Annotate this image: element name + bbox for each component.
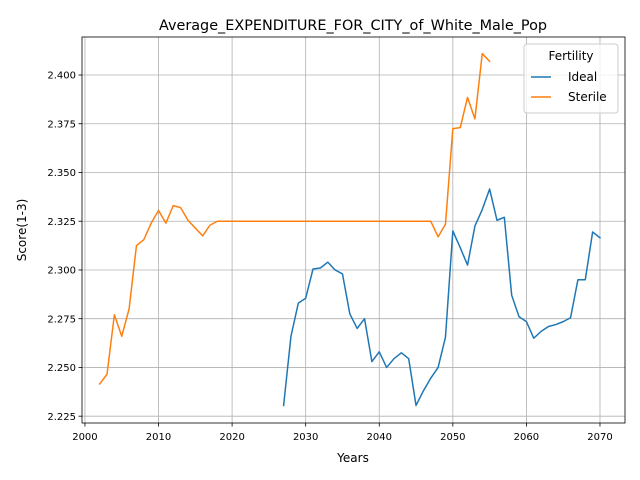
legend-label-sterile: Sterile bbox=[568, 90, 607, 104]
legend-title: Fertility bbox=[548, 49, 593, 63]
x-tick-label: 2020 bbox=[219, 432, 244, 443]
y-tick-label: 2.325 bbox=[47, 217, 76, 228]
legend-box bbox=[523, 43, 619, 114]
x-axis-label: Years bbox=[336, 451, 369, 465]
x-tick-label: 2000 bbox=[72, 432, 97, 443]
y-axis-label: Score(1-3) bbox=[15, 199, 29, 262]
y-tick-label: 2.225 bbox=[47, 412, 76, 423]
x-tick-label: 2010 bbox=[146, 432, 171, 443]
y-tick-label: 2.400 bbox=[47, 71, 76, 82]
legend: Fertility Ideal Sterile bbox=[523, 43, 619, 114]
series-line-sterile bbox=[98, 52, 491, 386]
plot-area-frame bbox=[81, 36, 626, 424]
y-tick-label: 2.250 bbox=[47, 363, 76, 374]
y-tick-label: 2.375 bbox=[47, 119, 76, 130]
x-tick-label: 2050 bbox=[440, 432, 465, 443]
series-layer bbox=[98, 52, 602, 407]
chart-title: Average_EXPENDITURE_FOR_CITY_of_White_Ma… bbox=[159, 18, 547, 34]
legend-label-ideal: Ideal bbox=[568, 70, 597, 84]
x-tick-label: 2040 bbox=[367, 432, 392, 443]
axis-ticks: 2000 2010 2020 2030 2040 2050 2060 2070 2.225 2.2… bbox=[47, 71, 612, 443]
x-tick-label: 2030 bbox=[293, 432, 318, 443]
x-tick-label: 2070 bbox=[587, 432, 612, 443]
y-tick-label: 2.300 bbox=[47, 266, 76, 277]
series-line-ideal bbox=[282, 188, 602, 407]
x-tick-label: 2060 bbox=[514, 432, 539, 443]
y-tick-label: 2.275 bbox=[47, 314, 76, 325]
y-tick-label: 2.350 bbox=[47, 168, 76, 179]
